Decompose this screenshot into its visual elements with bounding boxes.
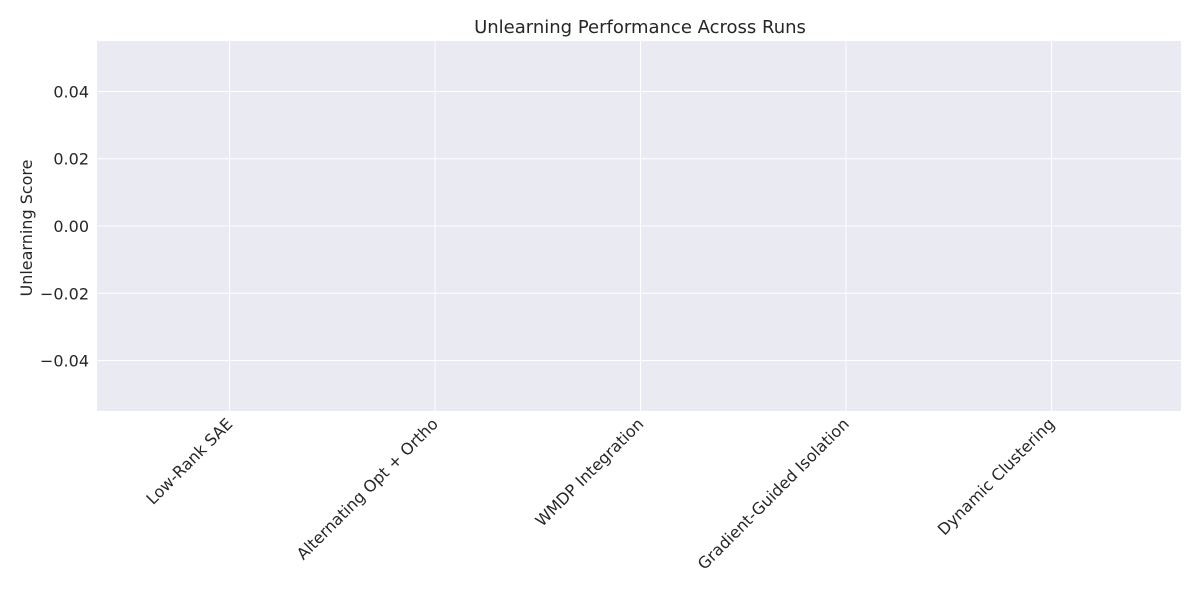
x-tick-label: Dynamic Clustering <box>934 414 1059 539</box>
y-tick-label: 0.04 <box>53 82 89 101</box>
x-tick-label: WMDP Integration <box>531 414 647 530</box>
y-tick-label: −0.04 <box>40 352 89 371</box>
x-tick-label: Gradient-Guided Isolation <box>694 414 853 573</box>
x-tick-labels: Low-Rank SAE Alternating Opt + Ortho WMDP … <box>142 414 1058 573</box>
y-tick-label: 0.02 <box>53 150 89 169</box>
x-tick-label: Alternating Opt + Ortho <box>293 414 442 563</box>
y-tick-label: −0.02 <box>40 284 89 303</box>
y-tick-label: 0.00 <box>53 217 89 236</box>
y-gridlines <box>97 90 1181 362</box>
chart-title: Unlearning Performance Across Runs <box>474 17 806 38</box>
x-gridlines <box>229 41 1052 411</box>
y-tick-labels: −0.04 −0.02 0.00 0.02 0.04 <box>40 82 89 370</box>
y-axis-label: Unlearning Score <box>17 159 36 296</box>
x-tick-label: Low-Rank SAE <box>142 414 236 508</box>
